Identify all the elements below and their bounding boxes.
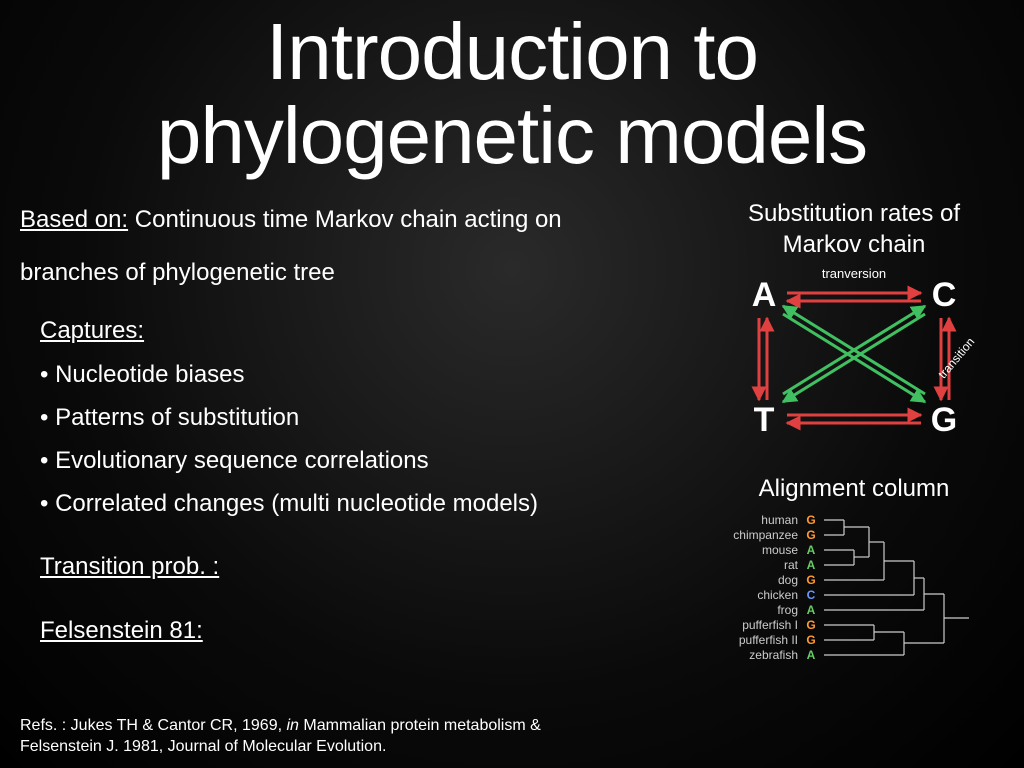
- captures-label: Captures:: [40, 309, 684, 352]
- content-row: Based on: Continuous time Markov chain a…: [0, 178, 1024, 663]
- refs-prefix: Refs. : Jukes TH & Cantor CR, 1969,: [20, 717, 286, 734]
- base-letter: A: [804, 648, 818, 662]
- bullet-0-text: Nucleotide biases: [55, 361, 244, 388]
- sub-heading-l1: Substitution rates of: [748, 200, 960, 227]
- species-label: chimpanzee: [714, 528, 804, 542]
- species-label: frog: [714, 603, 804, 617]
- bullet-0: • Nucleotide biases: [40, 353, 684, 396]
- substitution-heading: Substitution rates of Markov chain: [704, 198, 1004, 260]
- captures-block: Captures: • Nucleotide biases • Patterns…: [40, 309, 684, 525]
- refs-mid: Mammalian protein metabolism &: [299, 717, 541, 734]
- base-letter: G: [804, 528, 818, 542]
- title-line1: Introduction to: [266, 7, 758, 96]
- based-on-label: Based on:: [20, 206, 128, 233]
- species-label: dog: [714, 573, 804, 587]
- base-letter: A: [804, 603, 818, 617]
- base-letter: A: [804, 543, 818, 557]
- base-letter: G: [804, 573, 818, 587]
- sub-heading-l2: Markov chain: [783, 231, 926, 258]
- species-label: pufferfish I: [714, 618, 804, 632]
- references: Refs. : Jukes TH & Cantor CR, 1969, in M…: [20, 716, 541, 758]
- nucleotide-A: A: [747, 276, 781, 315]
- alignment-block: humanGchimpanzeeGmouseAratAdogGchickenCf…: [714, 513, 994, 663]
- based-on-text: Based on: Continuous time Markov chain a…: [20, 198, 684, 241]
- nucleotide-T: T: [747, 401, 781, 440]
- refs-line2: Felsenstein J. 1981, Journal of Molecula…: [20, 738, 386, 755]
- bullet-1-text: Patterns of substitution: [55, 404, 299, 431]
- based-on-line2: branches of phylogenetic tree: [20, 251, 684, 294]
- refs-italic: in: [286, 717, 298, 734]
- alignment-heading: Alignment column: [704, 473, 1004, 504]
- base-letter: G: [804, 618, 818, 632]
- species-label: rat: [714, 558, 804, 572]
- substitution-diagram: A C T G tranversion transition: [739, 268, 969, 448]
- bullet-1: • Patterns of substitution: [40, 396, 684, 439]
- species-label: pufferfish II: [714, 633, 804, 647]
- base-letter: G: [804, 513, 818, 527]
- base-letter: C: [804, 588, 818, 602]
- bullet-3: • Correlated changes (multi nucleotide m…: [40, 482, 684, 525]
- species-label: chicken: [714, 588, 804, 602]
- felsenstein-label: Felsenstein 81:: [40, 609, 684, 652]
- left-column: Based on: Continuous time Markov chain a…: [20, 198, 704, 663]
- transition-prob-label: Transition prob. :: [40, 545, 684, 588]
- species-label: mouse: [714, 543, 804, 557]
- tranversion-label: tranversion: [822, 266, 886, 281]
- phylo-tree-svg: [824, 513, 989, 663]
- bullet-3-text: Correlated changes (multi nucleotide mod…: [55, 490, 538, 517]
- species-label: human: [714, 513, 804, 527]
- base-letter: A: [804, 558, 818, 572]
- slide-title: Introduction to phylogenetic models: [0, 0, 1024, 178]
- based-on-line1: Continuous time Markov chain acting on: [128, 206, 562, 233]
- bullet-2-text: Evolutionary sequence correlations: [55, 447, 429, 474]
- species-label: zebrafish: [714, 648, 804, 662]
- base-letter: G: [804, 633, 818, 647]
- title-line2: phylogenetic models: [157, 91, 867, 180]
- nucleotide-C: C: [927, 276, 961, 315]
- right-column: Substitution rates of Markov chain: [704, 198, 1004, 663]
- nucleotide-G: G: [927, 401, 961, 440]
- bullet-2: • Evolutionary sequence correlations: [40, 439, 684, 482]
